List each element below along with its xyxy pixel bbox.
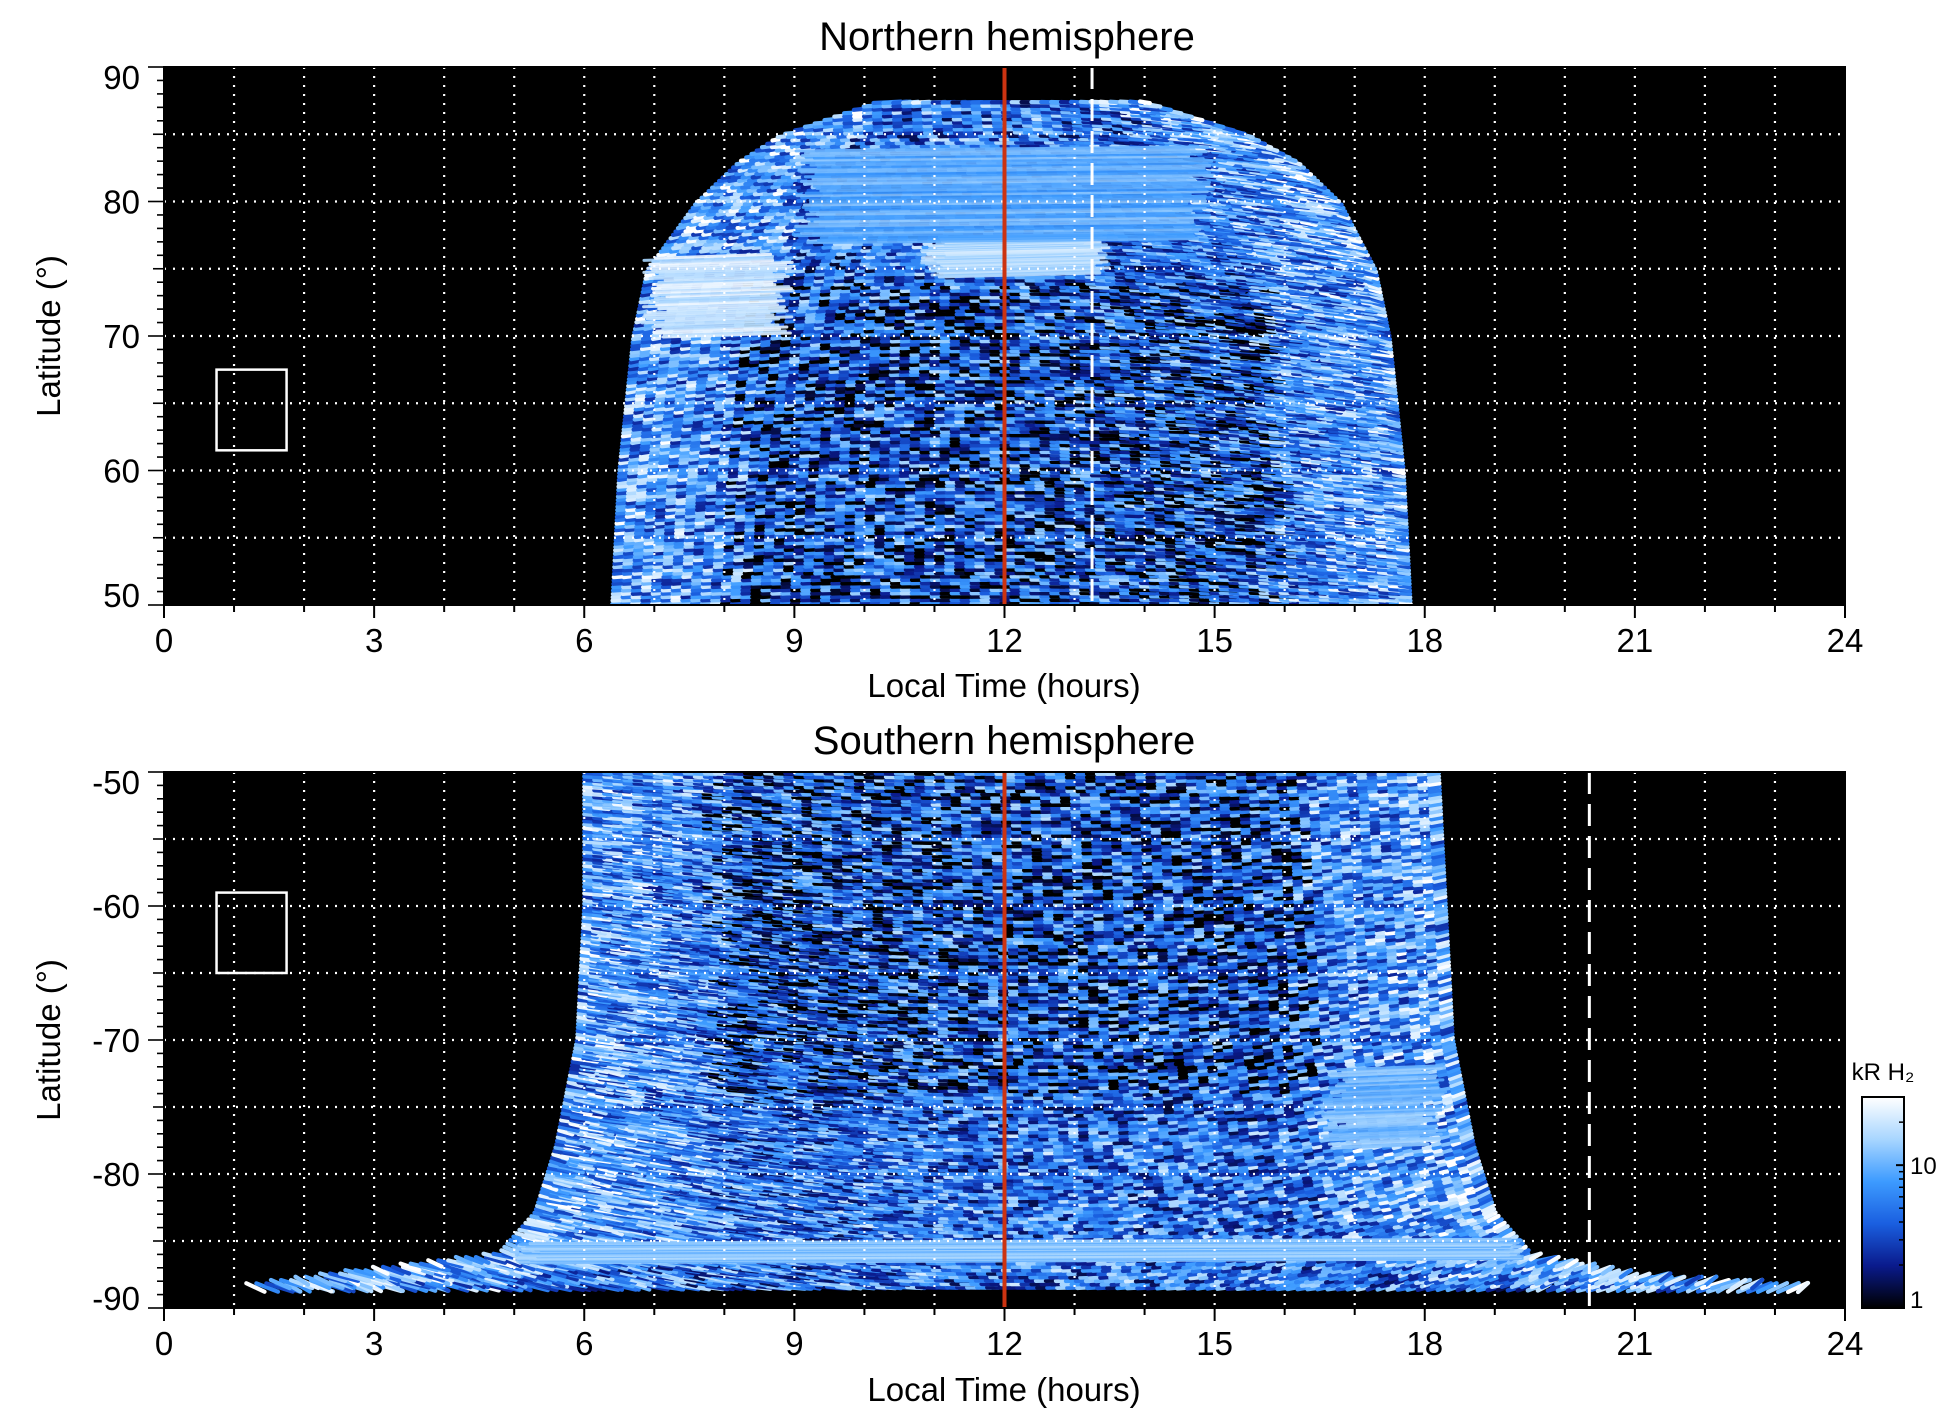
emission-streak bbox=[1396, 563, 1411, 570]
emission-streak bbox=[1398, 593, 1413, 600]
northern-title: Northern hemisphere bbox=[819, 15, 1195, 59]
emission-streak bbox=[1397, 583, 1412, 590]
emission-streak bbox=[1397, 580, 1412, 586]
emission-streak bbox=[1396, 556, 1411, 563]
emission-streak bbox=[1397, 573, 1412, 580]
emission-streak bbox=[1397, 587, 1413, 593]
emission-streak bbox=[1396, 553, 1411, 560]
northern-panel: Northern hemisphere 0 3 6 9 12 15 18 21 24506070… bbox=[30, 15, 1863, 704]
emission-streak bbox=[1398, 600, 1413, 607]
emission-streak bbox=[1396, 560, 1411, 566]
emission-streak bbox=[1396, 566, 1412, 573]
emission-streak bbox=[1398, 590, 1413, 597]
emission-streak bbox=[1397, 576, 1412, 583]
emission-streak bbox=[1398, 597, 1413, 603]
northern-emission-coverage bbox=[610, 99, 1413, 607]
emission-streak bbox=[1396, 570, 1412, 576]
